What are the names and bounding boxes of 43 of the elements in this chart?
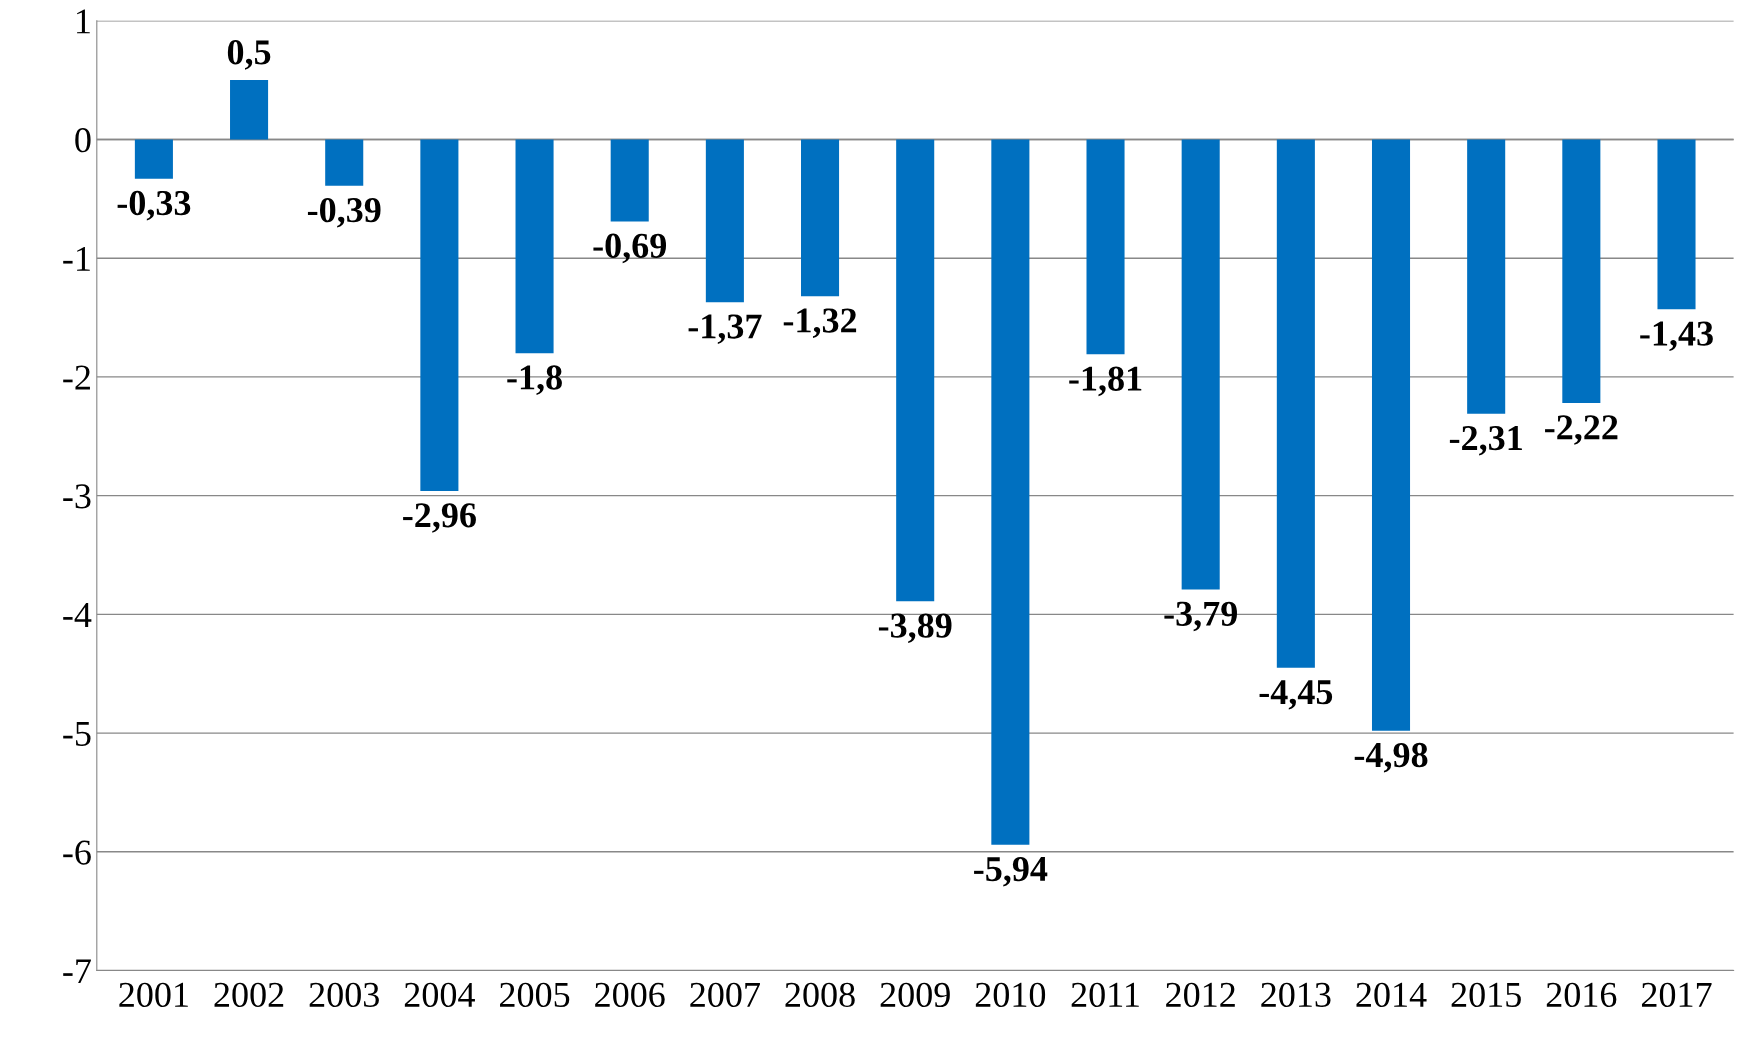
x-tick-label: 2009 <box>880 982 950 1008</box>
data-label: -1,43 <box>1640 321 1713 352</box>
y-tick-label: -3 <box>63 484 91 509</box>
data-label: 0,5 <box>227 40 271 70</box>
data-label: -3,89 <box>878 613 952 644</box>
x-tick-label: 2001 <box>119 982 188 1008</box>
y-tick-label: 1 <box>77 9 90 34</box>
y-tick-label: -6 <box>63 840 91 865</box>
x-tick-label: 2017 <box>1641 982 1712 1008</box>
data-label: -3,79 <box>1164 601 1237 632</box>
x-tick-label: 2013 <box>1261 982 1331 1008</box>
y-tick-label: -2 <box>63 365 90 390</box>
y-tick-label: 0 <box>75 128 91 153</box>
x-tick-label: 2006 <box>595 982 665 1008</box>
data-label: -0,69 <box>593 233 667 264</box>
data-label: -4,98 <box>1354 742 1428 773</box>
y-tick-label: -7 <box>63 959 91 984</box>
data-label: -5,94 <box>974 856 1048 887</box>
x-tick-label: 2011 <box>1071 982 1139 1008</box>
data-label: -0,33 <box>117 190 191 221</box>
data-label: -0,39 <box>307 197 381 228</box>
data-label: -1,37 <box>688 314 762 344</box>
x-tick-label: 2012 <box>1166 982 1235 1008</box>
x-tick-label: 2014 <box>1356 982 1427 1008</box>
x-tick-label: 2007 <box>690 982 760 1008</box>
x-tick-label: 2015 <box>1451 982 1521 1008</box>
y-tick-label: -1 <box>63 246 90 271</box>
y-tick-label: -5 <box>63 721 91 746</box>
y-tick-label: -4 <box>63 603 92 627</box>
x-tick-label: 2004 <box>404 982 475 1008</box>
data-label: -1,32 <box>783 308 857 338</box>
data-label: -2,22 <box>1545 415 1618 445</box>
x-tick-label: 2010 <box>975 982 1046 1008</box>
data-label: -1,81 <box>1069 366 1142 397</box>
data-label: -2,31 <box>1449 425 1522 456</box>
data-label: -4,45 <box>1259 680 1333 710</box>
x-tick-label: 2003 <box>309 982 379 1008</box>
x-tick-label: 2005 <box>500 982 570 1008</box>
x-tick-label: 2002 <box>214 982 284 1008</box>
x-tick-label: 2008 <box>785 982 855 1008</box>
data-label: -2,96 <box>403 503 476 533</box>
x-tick-label: 2016 <box>1546 982 1617 1008</box>
data-label: -1,8 <box>507 365 562 395</box>
